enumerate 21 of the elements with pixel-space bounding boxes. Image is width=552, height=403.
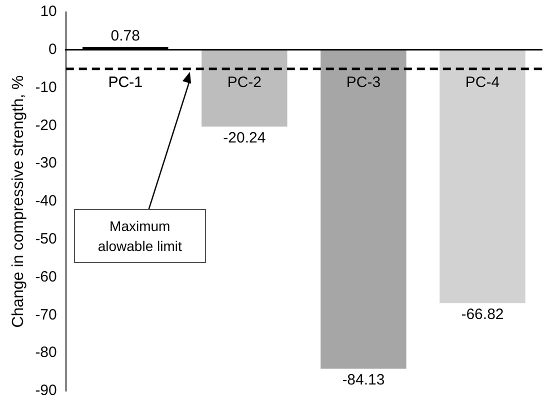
note-box: Maximum alowable limit [74, 209, 206, 264]
y-tick-label: -30 [35, 154, 57, 172]
y-tick-label: -20 [35, 116, 57, 134]
y-axis-title: Change in compressive strength, % [10, 75, 28, 328]
data-label: -84.13 [342, 371, 385, 388]
y-tick-label: -90 [35, 382, 57, 400]
y-tick-label: -80 [35, 344, 57, 362]
y-tick-label: -40 [35, 192, 57, 210]
y-tick-label: -60 [35, 268, 57, 286]
y-tick-label: -50 [35, 230, 57, 248]
data-label: -20.24 [223, 129, 266, 146]
data-label: -66.82 [461, 306, 504, 323]
x-tick-label: PC-1 [108, 74, 142, 92]
x-tick-label: PC-2 [227, 74, 262, 92]
y-tick-label: -10 [35, 78, 57, 96]
y-tick-label: 0 [48, 41, 57, 58]
x-tick-label: PC-3 [346, 74, 381, 92]
x-tick-label: PC-4 [465, 74, 500, 92]
y-tick-label: -70 [35, 306, 57, 324]
y-tick-label: 10 [40, 3, 57, 20]
data-label: 0.78 [110, 28, 140, 45]
